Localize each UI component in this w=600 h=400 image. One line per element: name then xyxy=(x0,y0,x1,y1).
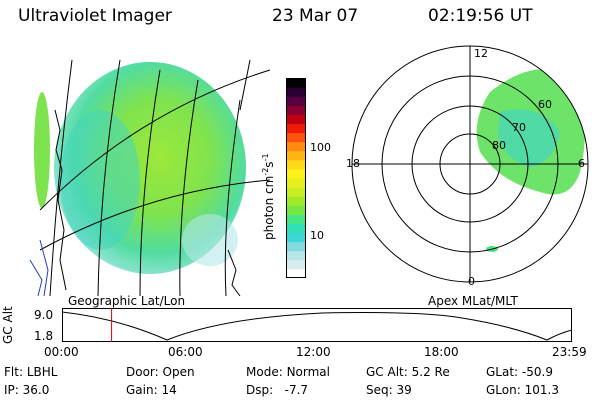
colorbar-swatch xyxy=(286,196,306,206)
colorbar-swatch xyxy=(286,87,306,97)
colorbar-swatch xyxy=(286,78,306,88)
lat-label-70: 70 xyxy=(512,121,526,134)
instrument-title: Ultraviolet Imager xyxy=(18,6,172,26)
xtick-0000: 00:00 xyxy=(44,345,79,359)
colorbar-swatch xyxy=(286,268,306,278)
colorbar-swatch xyxy=(286,178,306,188)
xtick-0600: 06:00 xyxy=(168,345,203,359)
colorbar-tick-10: 10 xyxy=(310,229,324,242)
colorbar-swatch xyxy=(286,96,306,106)
colorbar-swatch xyxy=(286,150,306,161)
status-door: Door: Open xyxy=(126,365,195,379)
status-seq: Seq: 39 xyxy=(366,383,412,397)
altitude-curve xyxy=(62,311,572,341)
colorbar-swatch xyxy=(286,168,306,179)
geographic-caption: Geographic Lat/Lon xyxy=(68,294,186,308)
mlt-label-12: 12 xyxy=(474,47,488,60)
xtick-1800: 18:00 xyxy=(424,345,459,359)
colorbar-swatch xyxy=(286,214,306,224)
altitude-ylabel: GC Alt xyxy=(1,306,15,344)
limb-arc xyxy=(34,92,50,208)
colorbar-swatch xyxy=(286,132,306,143)
polar-caption: Apex MLat/MLT xyxy=(428,294,518,308)
colorbar-swatch xyxy=(286,159,306,170)
mlt-label-6: 6 xyxy=(578,157,585,170)
colorbar-swatch xyxy=(286,259,306,270)
status-ip: IP: 36.0 xyxy=(4,383,50,397)
status-glon: GLon: 101.3 xyxy=(486,383,559,397)
colorbar-swatch xyxy=(286,141,306,152)
lat-label-60: 60 xyxy=(538,98,552,111)
xtick-1200: 12:00 xyxy=(296,345,331,359)
colorbar-swatch xyxy=(286,223,306,234)
colorbar-unit: photon cm-2s-1 xyxy=(261,153,276,240)
colorbar-swatch xyxy=(286,123,306,134)
colorbar-swatch xyxy=(286,250,306,261)
time-label: 02:19:56 UT xyxy=(428,6,533,26)
mlt-label-18: 18 xyxy=(346,157,360,170)
colorbar-swatch xyxy=(286,105,306,115)
polar-plot xyxy=(351,45,589,283)
status-mode: Mode: Normal xyxy=(246,365,330,379)
lat-label-80: 80 xyxy=(492,139,506,152)
colorbar-swatch xyxy=(286,187,306,197)
altitude-ytick-max: 9.0 xyxy=(34,308,54,322)
colorbar-swatch xyxy=(286,232,306,243)
altitude-ytick-min: 1.8 xyxy=(34,329,54,343)
status-gain: Gain: 14 xyxy=(126,383,177,397)
status-dsp: Dsp: -7.7 xyxy=(246,383,309,397)
status-glat: GLat: -50.9 xyxy=(486,365,553,379)
colorbar-swatch xyxy=(286,241,306,252)
altitude-strip xyxy=(62,308,572,342)
mlt-label-0: 0 xyxy=(468,275,475,288)
colorbar-swatch xyxy=(286,205,306,215)
status-filter: Flt: LBHL xyxy=(4,365,58,379)
colorbar xyxy=(286,78,306,278)
status-gc-alt: GC Alt: 5.2 Re xyxy=(366,365,450,379)
colorbar-tick-100: 100 xyxy=(310,141,331,154)
xtick-2359: 23:59 xyxy=(552,345,587,359)
geographic-image xyxy=(29,59,271,296)
date-label: 23 Mar 07 xyxy=(272,6,359,26)
colorbar-swatch xyxy=(286,114,306,124)
